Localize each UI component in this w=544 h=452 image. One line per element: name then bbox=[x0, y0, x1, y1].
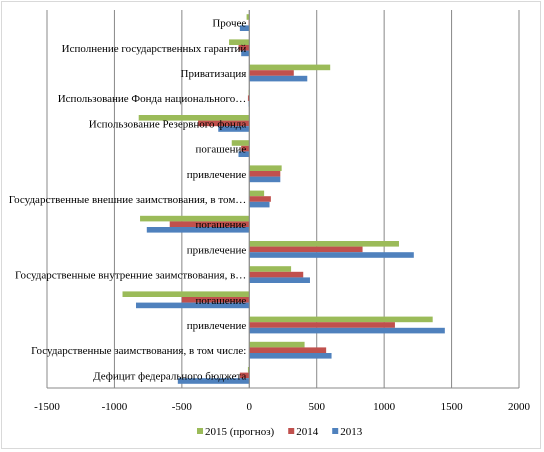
bar bbox=[249, 327, 445, 334]
legend-label: 2015 (прогноз) bbox=[205, 426, 275, 438]
category-label: Использование Фонда национального… bbox=[58, 93, 247, 105]
category-label: Исполнение государственных гарантий bbox=[62, 43, 247, 55]
bar bbox=[249, 316, 433, 323]
bar bbox=[241, 50, 250, 57]
bar bbox=[181, 297, 250, 303]
bar bbox=[249, 341, 305, 348]
bar bbox=[238, 151, 250, 157]
bar bbox=[249, 196, 271, 202]
category-label: Прочее bbox=[212, 18, 246, 30]
bar bbox=[249, 165, 282, 171]
bar bbox=[249, 241, 399, 247]
category-label: погашение bbox=[195, 219, 246, 231]
category-label: привлечение bbox=[187, 169, 247, 181]
x-tick-label: -500 bbox=[172, 401, 193, 413]
category-label: Государственные заимствования, в том чис… bbox=[31, 345, 246, 357]
bar bbox=[249, 75, 308, 82]
category-label: погашение bbox=[195, 295, 246, 307]
bar bbox=[239, 25, 250, 31]
category-label: погашение bbox=[195, 144, 246, 156]
bar bbox=[138, 115, 250, 121]
bar bbox=[146, 227, 250, 233]
legend-label: 2013 bbox=[340, 426, 363, 438]
legend-swatch bbox=[197, 428, 203, 434]
bar bbox=[238, 45, 250, 51]
x-tick-label: 0 bbox=[247, 401, 253, 413]
x-axis: -1500 -1000 -500 0 500 1000 1500 2000 bbox=[34, 387, 531, 413]
bar bbox=[218, 126, 250, 132]
bar bbox=[249, 171, 281, 177]
bar bbox=[136, 302, 250, 309]
bar bbox=[229, 39, 250, 45]
x-tick-label: 1500 bbox=[441, 401, 464, 413]
bars bbox=[122, 10, 445, 388]
bar bbox=[241, 145, 250, 152]
x-tick-label: 500 bbox=[308, 401, 325, 413]
legend-swatch bbox=[332, 428, 339, 434]
bar bbox=[249, 252, 414, 258]
bar bbox=[249, 246, 363, 253]
bar bbox=[249, 70, 294, 76]
category-label: Дефицит федерального бюджета bbox=[93, 370, 246, 382]
bar bbox=[239, 372, 250, 379]
category-label: привлечение bbox=[187, 244, 247, 256]
x-tick-label: -1500 bbox=[34, 401, 60, 413]
bar bbox=[249, 201, 270, 208]
bar bbox=[169, 221, 250, 227]
category-label: Приватизация bbox=[181, 68, 247, 80]
bar bbox=[247, 367, 250, 373]
bar bbox=[231, 140, 250, 146]
bar bbox=[249, 277, 310, 283]
category-label: Использование Резервного фонда bbox=[89, 118, 247, 130]
bar bbox=[249, 322, 395, 328]
bar bbox=[247, 95, 250, 101]
bar bbox=[249, 271, 304, 278]
category-label: привлечение bbox=[187, 320, 247, 332]
bar bbox=[122, 291, 250, 297]
x-tick-label: 2000 bbox=[508, 401, 531, 413]
category-label: Государственные внутренние заимствования… bbox=[15, 270, 246, 282]
bar bbox=[249, 190, 265, 197]
bar bbox=[249, 64, 331, 71]
legend-label: 2014 bbox=[296, 426, 319, 438]
bar bbox=[177, 378, 250, 384]
x-tick-label: -1000 bbox=[102, 401, 128, 413]
legend: 2015 (прогноз) 2014 2013 bbox=[197, 426, 363, 438]
bar bbox=[140, 215, 250, 222]
category-labels: Дефицит федерального бюджета Государствен… bbox=[9, 18, 247, 383]
bar bbox=[249, 347, 327, 353]
bar bbox=[246, 14, 250, 20]
x-tick-label: 1000 bbox=[373, 401, 396, 413]
bar bbox=[249, 266, 292, 272]
bar bbox=[198, 120, 250, 127]
category-label: Государственные внешние заимствования, в… bbox=[9, 194, 247, 206]
legend-swatch bbox=[288, 428, 295, 434]
bar bbox=[249, 176, 281, 183]
bar bbox=[249, 353, 332, 359]
